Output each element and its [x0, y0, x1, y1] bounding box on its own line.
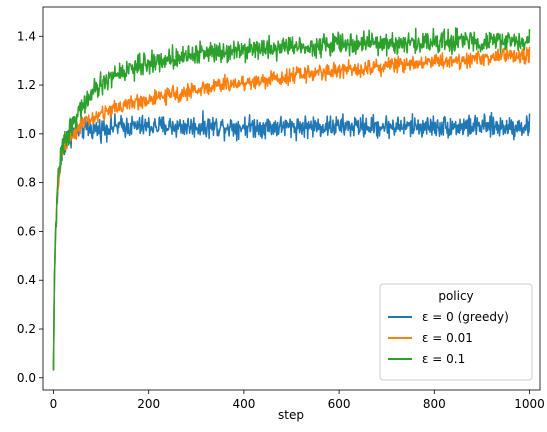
y-tick-label: 0.8	[17, 176, 36, 190]
series-layer	[52, 27, 531, 371]
series-line-0	[52, 110, 531, 371]
y-tick-label: 0.6	[17, 224, 36, 238]
x-tick-label: 200	[137, 397, 160, 411]
y-tick-label: 0.0	[17, 371, 36, 385]
legend-label-greedy: ε = 0 (greedy)	[422, 310, 509, 324]
series-line-1	[52, 46, 531, 371]
x-axis-label: step	[278, 408, 304, 422]
series-line-2	[52, 27, 531, 371]
y-tick-label: 1.4	[17, 29, 36, 43]
legend-box	[379, 283, 533, 381]
y-tick-label: 0.2	[17, 322, 36, 336]
x-tick-label: 400	[232, 397, 255, 411]
x-tick-label: 600	[328, 397, 351, 411]
legend-label-eps-01: ε = 0.1	[422, 352, 465, 366]
plot-frame	[42, 6, 541, 391]
y-tick-label: 1.2	[17, 78, 36, 92]
x-tick-label: 1000	[514, 397, 545, 411]
legend-label-eps-001: ε = 0.01	[422, 331, 473, 345]
x-axis: 0 200 400 600 800 1000	[50, 390, 545, 411]
legend-title: policy	[438, 289, 473, 303]
y-tick-label: 1.0	[17, 127, 36, 141]
x-tick-label: 0	[50, 397, 58, 411]
y-tick-label: 0.4	[17, 273, 36, 287]
x-tick-label: 800	[423, 397, 446, 411]
y-axis: 0.0 0.2 0.4 0.6 0.8 1.0 1.2 1.4	[17, 29, 43, 385]
legend: policy ε = 0 (greedy) ε = 0.01 ε = 0.1	[379, 283, 533, 381]
